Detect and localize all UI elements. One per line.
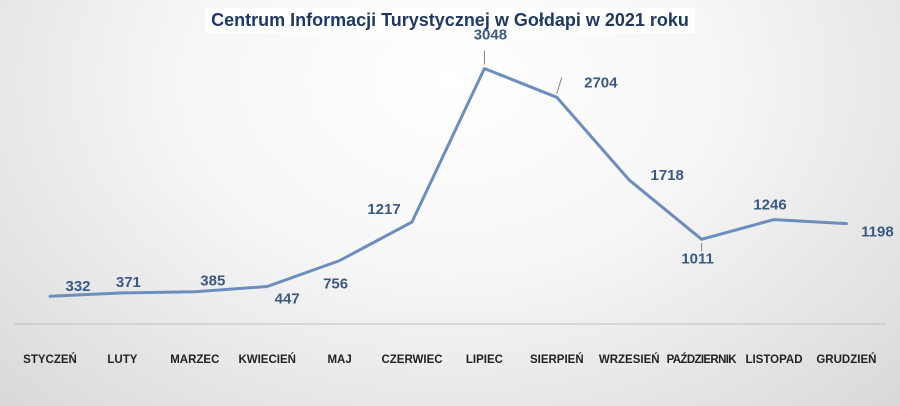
category-label: MARZEC (170, 354, 219, 366)
data-label: 385 (200, 273, 225, 290)
category-label: PAŹDZIERNIK (667, 353, 738, 366)
category-label: GRUDZIEŃ (816, 353, 876, 366)
series-line (48, 67, 848, 298)
data-label: 371 (116, 274, 141, 291)
data-label: 2704 (584, 74, 618, 91)
category-label: STYCZEŃ (23, 353, 77, 366)
data-label: 1011 (681, 250, 714, 267)
data-label: 3048 (474, 26, 507, 43)
category-label: LIPIEC (466, 354, 503, 366)
data-label: 1718 (651, 167, 684, 184)
category-label: CZERWIEC (381, 354, 442, 366)
category-label: MAJ (327, 354, 351, 366)
category-label: SIERPIEŃ (530, 353, 584, 366)
category-label: WRZESIEŃ (599, 353, 660, 366)
data-label: 332 (65, 278, 90, 295)
category-label: KWIECIEŃ (238, 353, 296, 366)
data-label: 1246 (753, 197, 786, 214)
data-label: 756 (323, 276, 348, 293)
category-label: LISTOPAD (745, 354, 802, 366)
chart-title: Centrum Informacji Turystycznej w Gołdap… (205, 8, 695, 33)
data-label: 1217 (367, 201, 400, 218)
leader-line (556, 77, 563, 94)
data-label: 447 (275, 290, 300, 307)
category-label: LUTY (107, 354, 137, 366)
data-label: 1198 (861, 224, 894, 241)
